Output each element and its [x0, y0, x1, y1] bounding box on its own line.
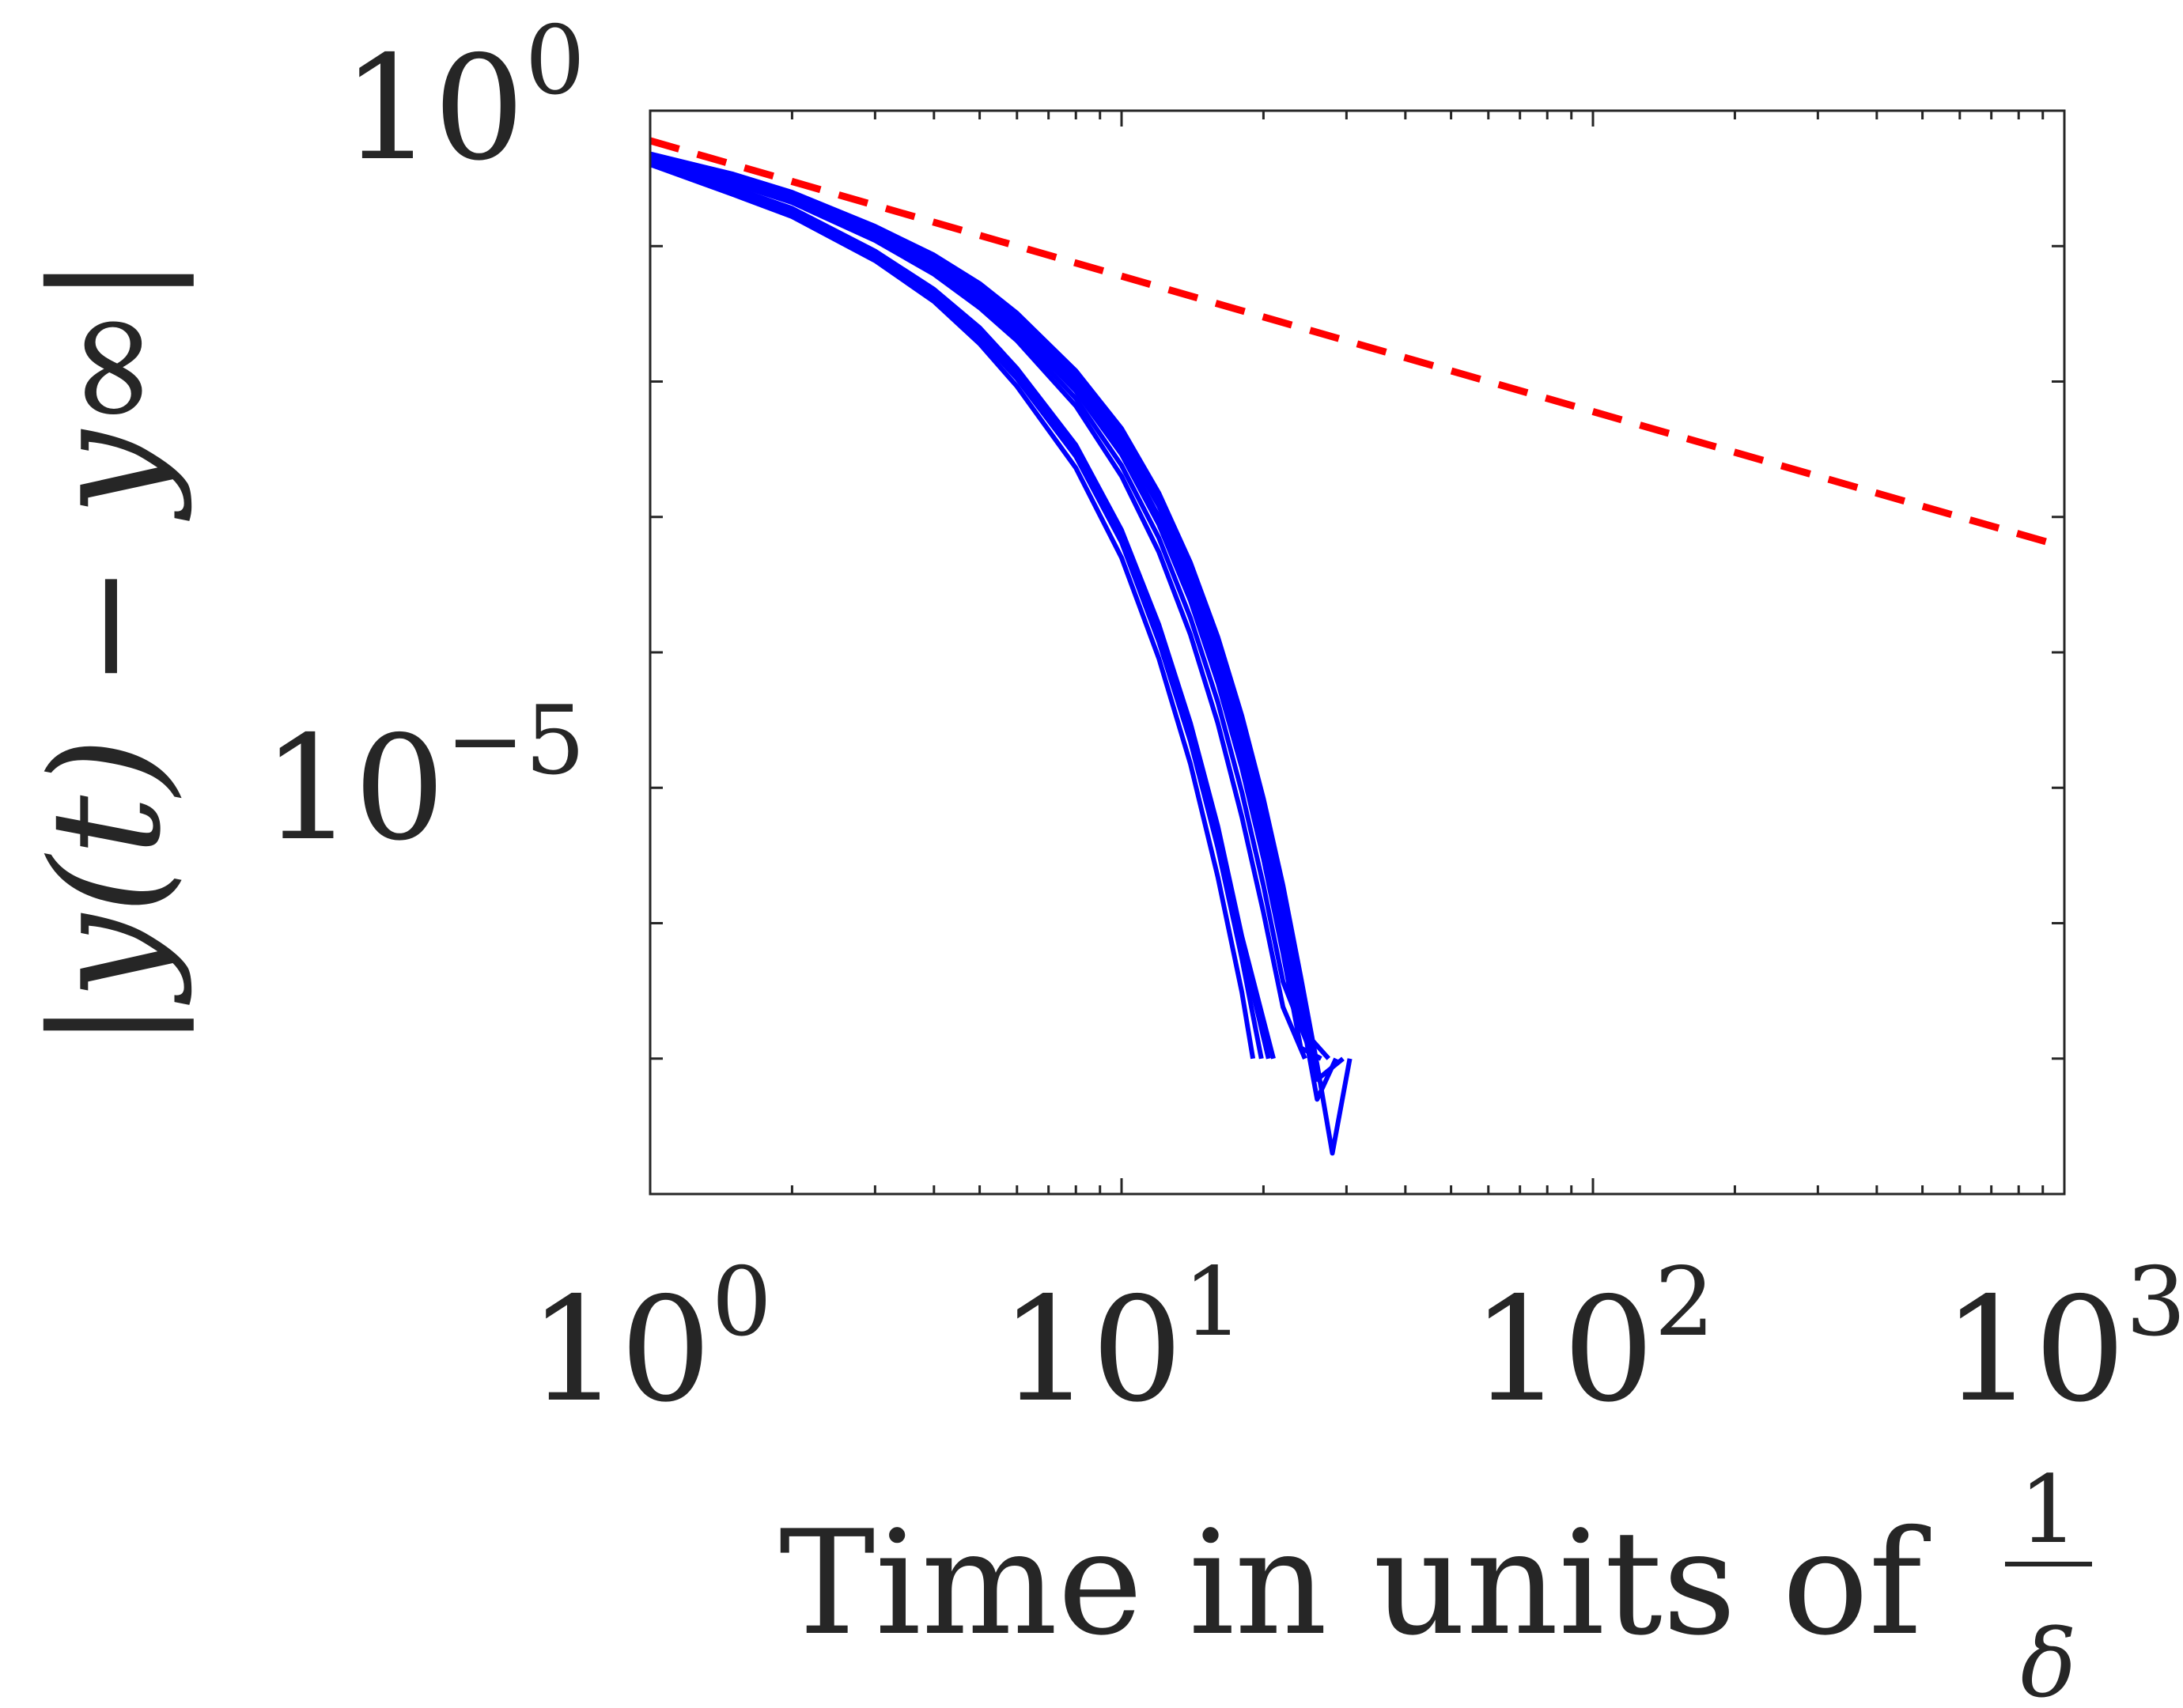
x-tick-label-1: 101 [1000, 1248, 1243, 1434]
x-axis-label-fraction: 1 δ [2005, 1455, 2092, 1708]
series-line-trajectory-11 [650, 151, 1353, 1156]
series-line-trajectory-4 [650, 162, 1256, 1060]
y-tick-label-0: 100 [342, 6, 585, 192]
tick-layer [649, 109, 2064, 1196]
y-axis-label: |y(t) − y∞| [19, 255, 194, 1050]
series-line-trajectory-3 [650, 159, 1276, 1060]
series-line-dashed-reference [650, 137, 2064, 551]
fraction-numerator: 1 [2018, 1455, 2078, 1564]
plot-area [650, 111, 2064, 1194]
y-tick-label-1: 10−5 [263, 686, 586, 872]
series-layer [650, 137, 2064, 1156]
series-line-trajectory-2 [650, 161, 1271, 1060]
x-tick-label-0: 100 [528, 1248, 772, 1434]
series-line-trajectory-5 [650, 157, 1307, 1060]
x-tick-label-3: 103 [1943, 1248, 2183, 1434]
x-axis-label: Time in units of [779, 1499, 1931, 1667]
fraction-denominator: δ [2020, 1609, 2076, 1708]
x-tick-label-2: 102 [1471, 1248, 1715, 1434]
